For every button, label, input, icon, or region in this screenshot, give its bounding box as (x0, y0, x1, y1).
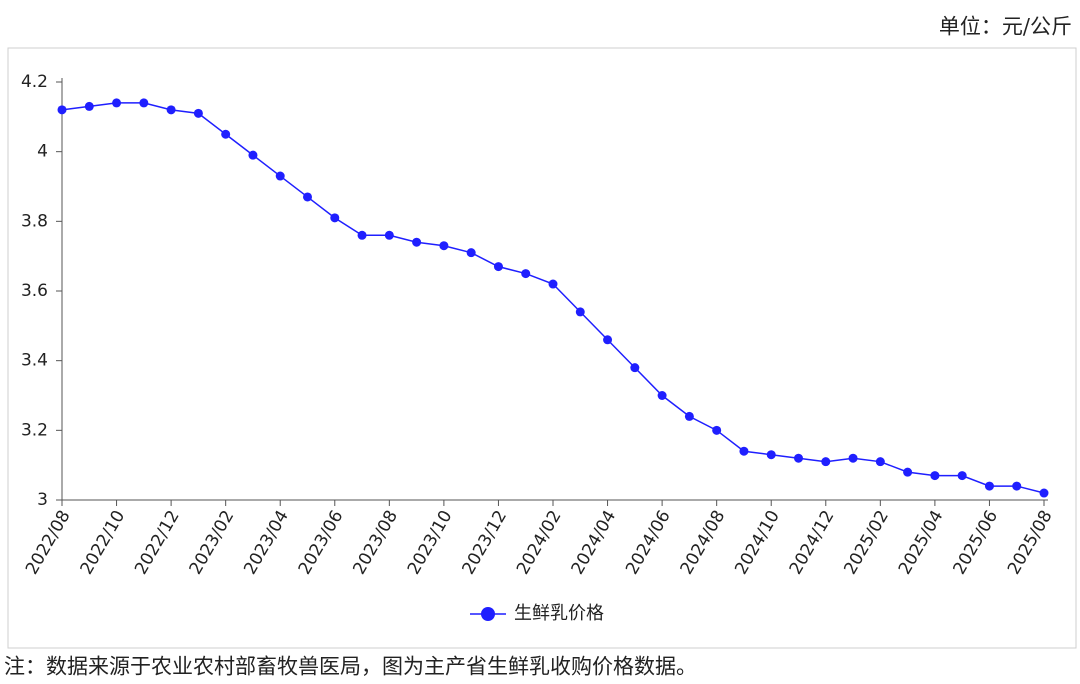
x-tick-label: 2025/06 (949, 507, 1002, 578)
point (657, 391, 667, 400)
point (57, 105, 67, 115)
point (794, 453, 803, 463)
x-tick-label: 2024/10 (731, 507, 784, 578)
x-tick-label: 2023/06 (295, 507, 348, 578)
x-tick-label: 2022/10 (77, 507, 130, 578)
x-tick-label: 2024/12 (786, 507, 839, 578)
x-tick-label: 2025/08 (1004, 507, 1057, 578)
x-tick-label: 2022/08 (22, 507, 75, 578)
point (439, 241, 449, 251)
point (548, 279, 558, 289)
chart-frame (7, 47, 1077, 649)
x-tick-label: 2023/12 (458, 507, 511, 578)
x-tick-label: 2022/12 (131, 507, 184, 578)
y-tick-label: 3 (37, 490, 48, 510)
point (412, 237, 422, 247)
point (766, 450, 776, 460)
x-tick-label: 2025/02 (840, 507, 893, 578)
point (712, 425, 722, 435)
x-tick-label: 2023/10 (404, 507, 457, 578)
point (521, 269, 531, 279)
point (739, 446, 749, 456)
y-tick-label: 3.4 (21, 351, 48, 371)
point (275, 171, 285, 181)
point (139, 98, 149, 108)
footnote: 注：数据来源于农业农村部畜牧兽医局，图为主产省生鲜乳收购价格数据。 (4, 655, 697, 679)
point (466, 248, 476, 258)
point (1039, 488, 1049, 498)
unit-note: 单位：元/公斤 (939, 15, 1072, 39)
point (166, 105, 176, 115)
point (684, 411, 694, 421)
y-tick-label: 3.2 (21, 420, 48, 440)
x-tick-label: 2025/04 (895, 507, 948, 578)
point (112, 98, 122, 108)
y-tick-label: 4.2 (21, 72, 48, 92)
y-tick-label: 3.6 (21, 281, 48, 301)
point (957, 471, 967, 481)
y-tick-label: 4 (37, 142, 48, 162)
point (575, 307, 585, 317)
x-tick-label: 2023/08 (349, 507, 402, 578)
x-tick-label: 2024/04 (568, 507, 621, 578)
x-tick-label: 2023/04 (240, 507, 293, 578)
point (930, 471, 940, 481)
point (848, 453, 858, 463)
x-tick-label: 2023/02 (186, 507, 239, 578)
x-tick-label: 2024/08 (677, 507, 730, 578)
legend-label: 生鲜乳价格 (514, 603, 604, 624)
point (248, 150, 258, 160)
point (1012, 481, 1022, 491)
point (821, 457, 831, 467)
x-tick-label: 2024/02 (513, 507, 566, 578)
point (193, 108, 203, 118)
point (384, 230, 394, 240)
x-tick-label: 2024/06 (622, 507, 675, 578)
legend-marker (481, 607, 495, 621)
point (493, 262, 503, 272)
point (984, 481, 994, 491)
point (84, 101, 94, 111)
point (357, 230, 367, 240)
point (903, 467, 913, 477)
point (221, 129, 231, 139)
point (603, 335, 613, 345)
point (875, 457, 885, 467)
point (330, 213, 340, 223)
y-tick-label: 3.8 (21, 211, 48, 231)
point (303, 192, 312, 202)
series-line (61, 102, 1045, 494)
point (630, 363, 640, 373)
